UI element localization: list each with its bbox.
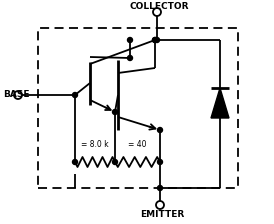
Circle shape [158, 127, 162, 133]
Circle shape [158, 185, 162, 190]
Text: BASE: BASE [3, 90, 30, 99]
Circle shape [158, 159, 162, 164]
Circle shape [73, 93, 78, 97]
Polygon shape [211, 88, 229, 118]
Circle shape [127, 37, 133, 43]
Text: EMITTER: EMITTER [140, 210, 184, 219]
Circle shape [127, 56, 133, 60]
Text: = 8.0 k: = 8.0 k [81, 140, 109, 149]
Text: = 40: = 40 [128, 140, 147, 149]
Circle shape [113, 159, 118, 164]
Circle shape [153, 37, 158, 43]
Circle shape [153, 37, 158, 43]
Circle shape [73, 159, 78, 164]
Circle shape [113, 110, 118, 114]
Circle shape [155, 37, 159, 43]
Text: COLLECTOR: COLLECTOR [129, 2, 189, 11]
